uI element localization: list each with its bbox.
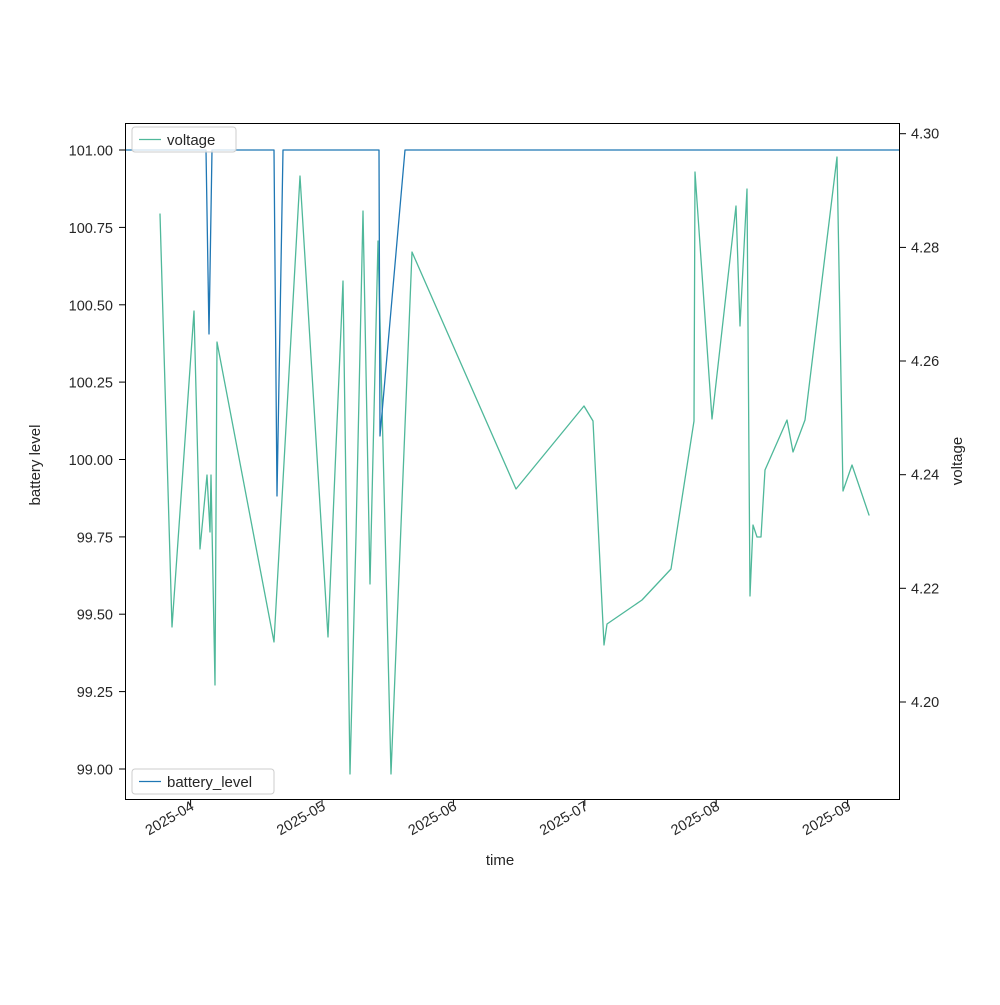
svg-text:99.50: 99.50 [77,608,113,624]
svg-text:2025-08: 2025-08 [669,799,723,839]
svg-text:99.75: 99.75 [77,530,113,546]
svg-text:4.30: 4.30 [911,127,939,143]
svg-text:100.50: 100.50 [69,298,113,314]
svg-text:2025-07: 2025-07 [537,799,591,839]
svg-text:time: time [486,852,514,869]
svg-text:100.00: 100.00 [69,453,113,469]
svg-text:4.26: 4.26 [911,354,939,370]
svg-text:2025-09: 2025-09 [800,799,854,839]
svg-text:101.00: 101.00 [69,144,113,160]
svg-text:battery level: battery level [27,425,44,506]
svg-text:100.75: 100.75 [69,221,113,237]
svg-text:voltage: voltage [167,132,215,149]
svg-text:2025-05: 2025-05 [274,799,328,839]
svg-text:4.24: 4.24 [911,468,939,484]
svg-text:battery_level: battery_level [167,774,252,791]
svg-text:99.00: 99.00 [77,763,113,779]
svg-text:4.22: 4.22 [911,581,939,597]
svg-text:voltage: voltage [949,437,966,485]
svg-text:2025-04: 2025-04 [143,799,197,839]
svg-text:2025-06: 2025-06 [406,799,460,839]
svg-text:4.20: 4.20 [911,695,939,711]
svg-text:100.25: 100.25 [69,376,113,392]
svg-text:99.25: 99.25 [77,685,113,701]
svg-text:4.28: 4.28 [911,240,939,256]
